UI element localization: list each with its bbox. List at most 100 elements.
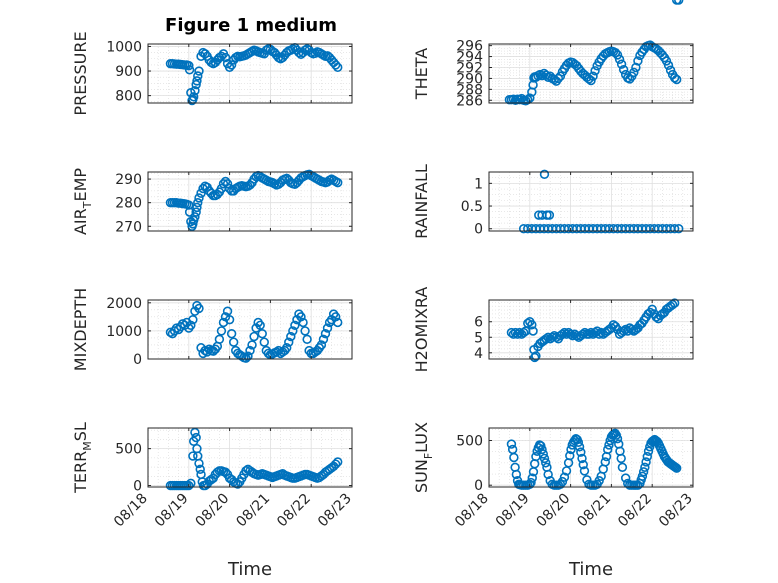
pressure-ylabel: PRESSURE: [71, 31, 90, 115]
mixdepth-point: [171, 323, 182, 333]
pressure-ylabel-main: PRESSURE: [71, 31, 90, 115]
sunflux-point: [565, 451, 575, 461]
theta-point: [669, 73, 680, 83]
sunflux-ylabel-sub: F: [422, 453, 435, 459]
airtemp-point: [196, 188, 206, 198]
mixdepth-point: [243, 351, 253, 361]
h2omixra-point: [529, 352, 540, 363]
theta-ylabel: THETA: [412, 48, 431, 100]
sunflux-point: [579, 466, 590, 476]
pressure-point: [188, 92, 199, 102]
h2omixra-ytick-label: 6: [474, 315, 483, 331]
sunflux-point: [557, 476, 568, 487]
mixdepth-point: [298, 317, 308, 328]
mixdepth-point: [224, 314, 235, 325]
sunflux-point: [594, 476, 604, 486]
theta-point: [590, 66, 600, 76]
mixdepth-point: [188, 314, 198, 325]
mixdepth-point: [241, 353, 251, 363]
sunflux-point: [527, 473, 537, 483]
theta-point: [665, 65, 676, 75]
pressure-axes: 800 900 1000 PRESSURE: [71, 31, 353, 116]
figure-title: Figure 1 medium: [165, 15, 337, 36]
h2omixra-ytick-label: 5: [474, 330, 483, 346]
theta-point: [614, 54, 625, 64]
theta-point: [586, 75, 596, 86]
mixdepth-ytick-label: 1000: [106, 324, 142, 340]
airtemp-ylabel: AIRTEMP: [71, 168, 94, 235]
theta-point: [671, 74, 682, 85]
mixdepth-point: [194, 303, 204, 314]
airtemp-point: [191, 207, 201, 217]
rainfall-point: [674, 224, 684, 234]
sunflux-point: [616, 453, 626, 464]
airtemp-axes: 270 280 290 AIRTEMP: [71, 168, 353, 235]
mixdepth-frame: [147, 299, 353, 360]
terrmsl-point: [190, 427, 200, 438]
airtemp-point: [198, 183, 208, 194]
mixdepth-ylabel-main: MIXDEPTH: [71, 288, 90, 371]
mixdepth-point: [247, 340, 257, 350]
sunflux-point: [612, 434, 623, 444]
terrmsl-ylabel: TERRMSL: [71, 422, 94, 494]
h2omixra-point: [647, 304, 657, 315]
pressure-frame: [147, 43, 353, 104]
sunflux-point: [537, 444, 547, 455]
sunflux-point: [578, 459, 588, 470]
h2omixra-point: [541, 334, 551, 344]
h2omixra-point: [531, 351, 541, 361]
sunflux-point: [604, 440, 614, 450]
sunflux-point: [671, 463, 682, 473]
mixdepth-point: [216, 326, 227, 336]
pressure-point: [184, 60, 194, 71]
mixdepth-point: [286, 331, 296, 342]
mixdepth-point: [186, 320, 196, 330]
h2omixra-ylabel-main: H2OMIXRA: [412, 287, 431, 373]
mixdepth-point: [288, 326, 298, 336]
sunflux-point: [610, 428, 620, 439]
sunflux-point: [640, 462, 650, 473]
pressure-point: [226, 60, 237, 70]
h2omixra-point: [667, 299, 678, 310]
theta-frame: [488, 43, 694, 104]
sunflux-point: [638, 467, 649, 477]
theta-point: [633, 56, 643, 66]
rainfall-point: [544, 210, 555, 220]
mixdepth-ytick-label: 2000: [106, 296, 142, 312]
h2omixra-point: [594, 329, 604, 339]
mixdepth-point: [257, 329, 267, 339]
rainfall-ylabel-main: RAINFALL: [412, 164, 431, 239]
h2omixra-point: [514, 327, 525, 338]
h2omixra-axes: 456 H2OMIXRA: [412, 0, 694, 373]
h2omixra-ytick-label: 4: [474, 346, 483, 362]
h2omixra-ylabel: H2OMIXRA: [412, 287, 431, 373]
pressure-ytick-label: 1000: [106, 39, 142, 55]
mixdepth-ytick-label: 0: [133, 352, 142, 368]
terrmsl-point: [333, 457, 343, 467]
h2omixra-point: [518, 327, 529, 338]
airtemp-ytick-label: 270: [115, 219, 142, 235]
h2omixra-point: [565, 329, 576, 339]
sunflux-point: [637, 471, 648, 481]
theta-point: [523, 95, 533, 105]
terrmsl-point: [191, 432, 201, 443]
pressure-ytick-label: 900: [115, 64, 142, 80]
mixdepth-point: [318, 334, 329, 345]
pressure-point: [193, 71, 203, 81]
pressure-point: [220, 52, 231, 63]
terrmsl-ytick-label: 500: [115, 442, 142, 458]
sunflux-xlabel: Time: [568, 559, 613, 580]
sunflux-point: [620, 473, 631, 483]
theta-point: [612, 50, 623, 60]
mixdepth-point: [330, 312, 341, 322]
terrmsl-ylabel-sub: M: [81, 441, 94, 451]
mixdepth-point: [320, 329, 331, 339]
sunflux-point: [539, 453, 550, 464]
terrmsl-ylabel-main: TERR: [71, 451, 90, 494]
sunflux-point: [526, 477, 536, 488]
terrmsl-point: [188, 451, 198, 461]
sunflux-point: [574, 442, 585, 452]
theta-point: [553, 73, 564, 84]
